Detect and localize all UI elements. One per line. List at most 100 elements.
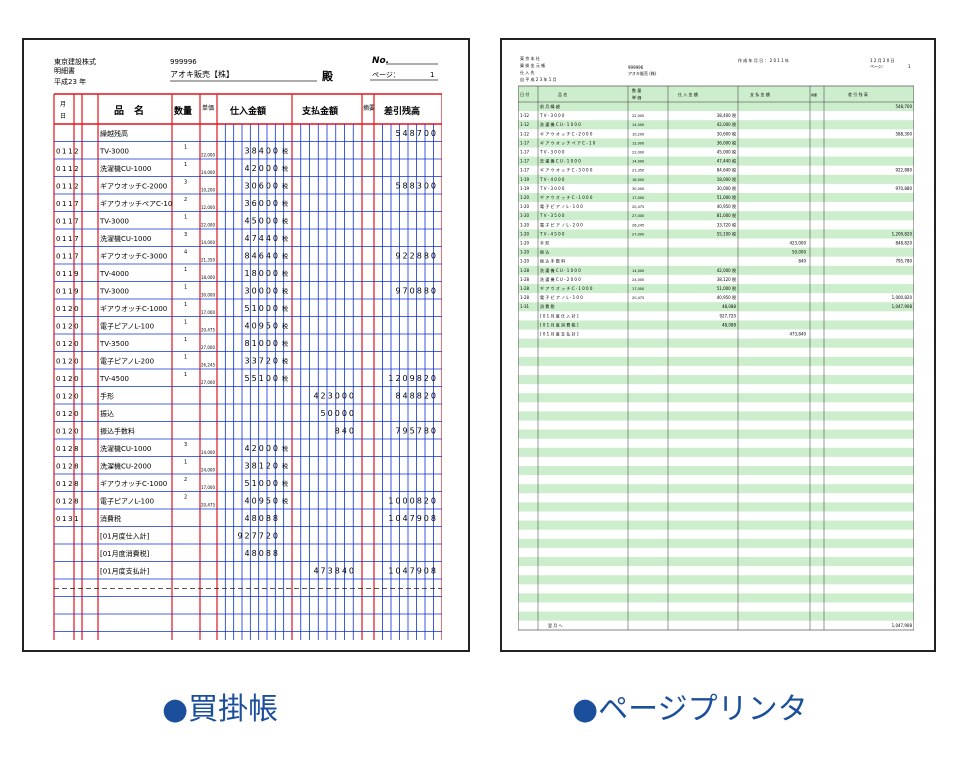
col-payment-label: 支払金額 [301, 105, 338, 117]
row-purchase: 33,720 税 [717, 221, 736, 227]
row-item: [ 0 1 月 度 仕 入 計 ] [540, 312, 579, 318]
row-qty: 17,000 [632, 196, 644, 200]
green-band [518, 538, 914, 548]
row-date: 0128 [56, 463, 80, 471]
green-band [518, 557, 914, 567]
row-date: 1-20 [520, 231, 530, 236]
row-qty: 2 [184, 477, 187, 483]
green-band [518, 156, 914, 166]
row-item: 振 込 手 数 料 [540, 258, 565, 264]
row-tax-mark: 税 [282, 218, 288, 226]
row-purchase: 36,000 税 [717, 139, 736, 145]
row-date: 0131 [56, 515, 80, 523]
table-border [518, 85, 914, 631]
row-unit-price: 22,000 [201, 153, 215, 158]
row-qty: 22,000 [632, 151, 644, 155]
row-date: 1-20 [520, 213, 530, 218]
row-date: 1-28 [520, 286, 530, 291]
row-unit-price: 27,000 [201, 345, 215, 350]
row-tax-mark: 税 [282, 340, 288, 348]
row-tax-mark: 税 [282, 183, 288, 191]
row-unit-price: 21,350 [201, 258, 215, 263]
row-item: 繰越残高 [100, 129, 128, 138]
row-item: 洗濯機CU-1000 [100, 444, 151, 453]
col-day-label: 日 [60, 113, 66, 120]
green-band [518, 120, 914, 130]
row-item: T V - 3 0 0 0 [539, 150, 565, 155]
row-qty: 1 [184, 267, 187, 273]
row-date: 1-12 [520, 122, 530, 127]
company-line1: 東京建設株式 [54, 57, 96, 66]
row-date: 1-17 [520, 140, 530, 145]
row-qty: 17,000 [632, 287, 644, 291]
row-purchase: 48088 [245, 514, 280, 523]
row-date: 0119 [56, 288, 80, 296]
row-qty: 30,000 [632, 187, 644, 191]
row-purchase: 30,600 税 [717, 130, 736, 136]
row-balance: 795,780 [895, 259, 912, 264]
row-purchase: 18,000 税 [717, 176, 736, 182]
green-band [518, 575, 914, 585]
row-date: 1-31 [520, 304, 530, 309]
green-band [518, 502, 914, 512]
row-item: 洗濯機CU-1000 [100, 234, 151, 243]
green-band [518, 302, 914, 312]
row-date: 0117 [56, 218, 80, 226]
header-print-date: 作 成 年 月 日 ： 2 0 1 1 年 [738, 57, 789, 63]
row-qty: 1 [184, 215, 187, 221]
row-purchase: 48,088 [722, 322, 736, 327]
row-payment: 50000 [321, 409, 356, 418]
row-purchase: 36000 [245, 199, 280, 208]
col-item-label: 品 名 [558, 91, 567, 97]
company-line2: 明細書 [54, 66, 75, 75]
supplier-name: アオキ販売【株】 [170, 69, 234, 79]
row-item: 電 子 ピ ア ノ L - 1 0 0 [540, 294, 583, 300]
row-qty: 1 [184, 320, 187, 326]
row-item: T V - 4 0 0 0 [539, 177, 565, 182]
col-unit-label: 単価 [202, 104, 214, 112]
row-item: 振込手数料 [100, 427, 135, 436]
header-line2: 買 掛 金 元 帳 [520, 62, 545, 68]
row-payment: 840 [798, 259, 806, 264]
row-item: ギアウオッチペアC-10 [100, 200, 172, 208]
row-item: 洗濯機CU-1000 [100, 164, 151, 173]
row-date: 0112 [56, 165, 80, 173]
year-label: 平成23 年 [54, 77, 86, 86]
row-qty: 12,000 [632, 141, 644, 145]
row-purchase: 55100 [245, 374, 280, 383]
row-qty: 1 [184, 372, 187, 378]
col-purchase-label: 仕入金額 [229, 105, 266, 117]
row-item: 前 月 繰 越 [540, 103, 560, 109]
row-date: 0128 [56, 445, 80, 453]
row-item: ギアウオッチC-1000 [100, 305, 167, 313]
green-band [518, 265, 914, 275]
header-line3: 仕 入 先 [520, 69, 535, 75]
row-purchase: 38120 [245, 462, 280, 471]
row-item: [ 0 1 月 度 支 払 計 ] [540, 331, 579, 337]
row-item: ギ ア ウ オ ッ チ ペ ア C - 1 0 [540, 139, 596, 145]
row-qty: 4 [184, 250, 187, 256]
row-item: 洗濯機CU-2000 [100, 462, 151, 471]
row-item: ギアウオッチC-1000 [100, 480, 167, 488]
row-item: [01月度仕入計] [100, 532, 150, 541]
row-tax-mark: 税 [282, 235, 288, 243]
row-date: 0128 [56, 498, 80, 506]
header-code: 999996 [628, 65, 644, 70]
row-payment: 50,000 [792, 250, 806, 255]
row-balance: 548700 [395, 129, 438, 138]
row-qty: 1 [184, 460, 187, 466]
row-unit-price: 12,000 [201, 205, 215, 210]
row-item: ギアウオッチC-3000 [100, 253, 167, 261]
row-unit-price: 10,200 [201, 188, 215, 193]
row-qty: 1 [184, 162, 187, 168]
row-purchase: 51,000 税 [717, 285, 736, 291]
row-balance: 1000820 [388, 497, 438, 506]
row-date: 1-20 [520, 195, 530, 200]
row-balance: 970880 [395, 287, 438, 296]
green-band [518, 520, 914, 530]
row-tax-mark: 税 [282, 463, 288, 471]
row-qty: 3 [184, 180, 187, 186]
row-item: ギ ア ウ オ ッ チ C - 1 0 0 0 [540, 285, 593, 291]
page-printer-image: 東 京 本 社買 掛 金 元 帳仕 入 先自 平 成 2 3 年 1 月 9999… [500, 38, 936, 652]
green-band [518, 102, 914, 112]
